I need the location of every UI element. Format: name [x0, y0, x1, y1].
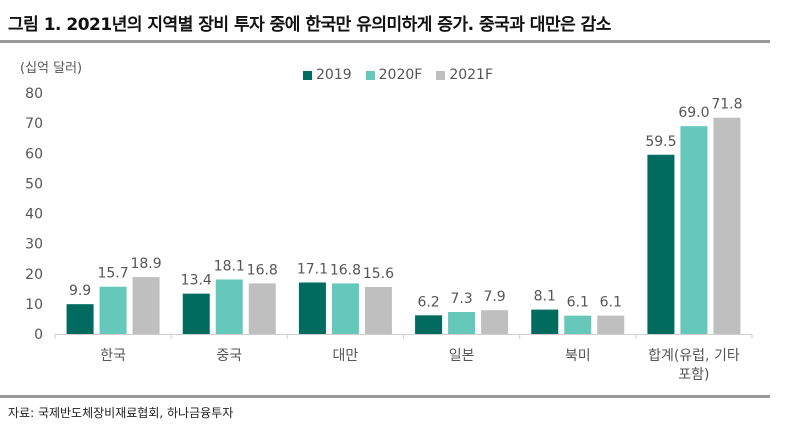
data-label: 6.1	[567, 295, 589, 311]
bar-2021f-0	[132, 277, 160, 334]
data-label: 16.8	[247, 262, 278, 278]
legend-label-2019: 2019	[316, 67, 352, 83]
y-tick-label: 20	[25, 267, 43, 283]
bar-2020f-0	[99, 286, 127, 334]
data-label: 71.8	[711, 97, 742, 113]
y-axis: 0 10 20 30 40 50 60 70 80	[25, 86, 43, 343]
data-label: 18.1	[214, 258, 245, 274]
bar-2021f-2	[364, 287, 392, 334]
legend-label-2020f: 2020F	[378, 67, 423, 83]
y-tick-label: 10	[25, 297, 43, 313]
legend-swatch-2019	[303, 70, 312, 80]
y-tick-label: 30	[25, 237, 43, 253]
data-label: 16.8	[330, 262, 361, 278]
x-category-label: 일본	[449, 348, 475, 364]
y-axis-unit-label: (십억 달러)	[20, 61, 83, 76]
legend-label-2021f: 2021F	[449, 67, 494, 83]
bar-2020f-2	[331, 283, 359, 334]
data-label: 8.1	[534, 289, 556, 305]
bar-2021f-4	[597, 315, 625, 334]
data-label: 15.7	[97, 266, 128, 282]
bar-2019-4	[531, 309, 559, 334]
top-divider	[0, 40, 770, 43]
y-tick-label: 70	[25, 116, 43, 132]
x-category-label: 포함)	[678, 367, 709, 383]
bar-2020f-1	[215, 279, 243, 334]
bar-2019-2	[298, 282, 326, 334]
data-label: 6.1	[600, 295, 622, 311]
bars	[66, 117, 741, 334]
x-category-label: 대만	[333, 348, 359, 364]
legend-swatch-2020f	[365, 70, 375, 80]
data-label: 69.0	[678, 105, 709, 121]
bar-2019-5	[647, 154, 675, 334]
data-label: 59.5	[645, 134, 676, 150]
y-tick-label: 60	[25, 146, 43, 162]
data-label: 17.1	[297, 261, 328, 277]
legend-item-2019: 2019	[303, 67, 352, 83]
bar-2021f-3	[481, 310, 509, 334]
x-category-label: 합계(유럽, 기타	[648, 348, 740, 364]
bar-2020f-3	[448, 312, 476, 334]
x-category-label: 한국	[100, 348, 126, 364]
x-category-label: 중국	[216, 348, 242, 364]
legend: 2019 2020F 2021F	[303, 67, 493, 83]
data-label: 13.4	[181, 273, 212, 289]
y-tick-label: 50	[25, 176, 43, 192]
bottom-divider	[0, 395, 770, 398]
bar-2021f-1	[248, 283, 276, 334]
data-labels: 9.915.718.913.418.1 16.8 17.1 16.8 15.66.2 7.…	[69, 97, 743, 311]
bar-2020f-4	[564, 315, 592, 334]
bar-2021f-5	[713, 117, 741, 334]
source-note: 자료: 국제반도체장비재료협회, 하나금융투자	[8, 406, 234, 420]
legend-swatch-2021f	[436, 70, 446, 80]
data-label: 7.3	[450, 291, 472, 307]
data-label: 15.6	[363, 266, 394, 282]
bar-2019-3	[415, 315, 443, 334]
legend-item-2021f: 2021F	[436, 67, 493, 83]
x-category-label: 북미	[565, 348, 591, 364]
y-tick-label: 0	[34, 327, 43, 343]
chart-title: 그림 1. 2021년의 지역별 장비 투자 중에 한국만 유의미하게 증가. …	[8, 15, 611, 35]
data-label: 9.9	[69, 283, 91, 299]
bar-2020f-5	[680, 126, 708, 334]
bar-2019-0	[66, 304, 94, 334]
data-label: 7.9	[483, 289, 505, 305]
y-tick-label: 80	[25, 86, 43, 102]
legend-item-2020f: 2020F	[365, 67, 423, 83]
bar-2019-1	[182, 293, 210, 334]
data-label: 18.9	[130, 256, 161, 272]
y-tick-label: 40	[25, 207, 43, 223]
data-label: 6.2	[417, 294, 439, 310]
